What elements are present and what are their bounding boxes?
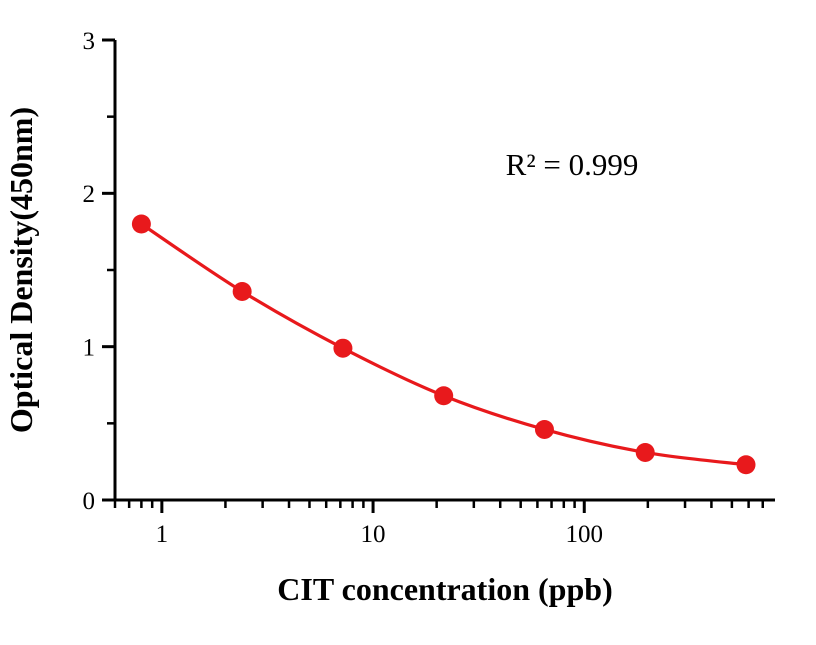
y-tick-label: 2: [83, 181, 96, 208]
y-tick-label: 1: [83, 334, 96, 361]
data-point: [736, 455, 756, 475]
data-point: [333, 338, 353, 358]
y-axis-label: Optical Density(450nm): [3, 107, 39, 433]
y-tick-label: 0: [83, 488, 96, 515]
data-point: [434, 386, 454, 406]
fit-curve: [140, 222, 747, 467]
x-tick-label: 100: [566, 521, 604, 548]
data-point: [131, 214, 151, 234]
x-tick-label: 10: [361, 521, 386, 548]
data-point: [534, 419, 554, 439]
y-tick-label: 3: [83, 28, 96, 55]
r-squared-annotation: R² = 0.999: [506, 147, 639, 182]
x-tick-label: 1: [156, 521, 169, 548]
data-point: [635, 442, 655, 462]
x-axis-label: CIT concentration (ppb): [277, 571, 612, 607]
data-point: [232, 281, 252, 301]
